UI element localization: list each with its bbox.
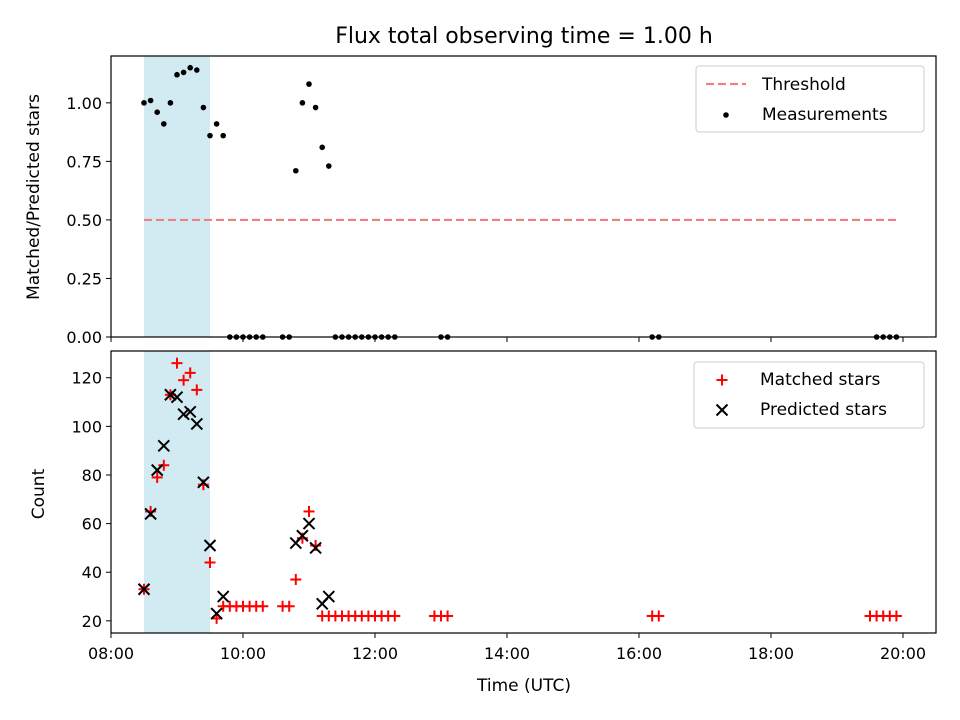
y-tick-label: 0.50 [66, 211, 102, 230]
bottom-plot-area: 20 40 60 80 100 120 08:00 10:00 12:00 14:00 16:00 1… [71, 350, 937, 663]
predicted-star-point [144, 507, 157, 521]
matched-star-point [158, 459, 170, 471]
predicted-star-point [296, 529, 309, 542]
measurement-point [306, 81, 312, 87]
bottom-legend: Matched stars Predicted stars [693, 361, 925, 429]
panel-top: Flux total observing time = 1.00 h Match… [24, 24, 937, 347]
matched-star-point [184, 367, 196, 379]
matched-star-point [890, 610, 902, 622]
y-tick-label: 0.00 [66, 328, 102, 347]
matched-star-point [151, 471, 163, 483]
y-tick-label: 120 [71, 369, 102, 388]
measurement-point [200, 104, 207, 111]
measurement-point [180, 69, 187, 76]
matched-star-point [653, 610, 665, 622]
predicted-star-point [164, 388, 177, 401]
matched-star-point [204, 557, 216, 568]
measurement-point [299, 100, 306, 106]
measurement-point [161, 121, 167, 127]
predicted-star-point [157, 439, 171, 453]
y-tick-label: 1.00 [66, 94, 102, 113]
measurement-point [220, 132, 226, 139]
measurement-point [187, 64, 193, 71]
matched-star-point [171, 357, 183, 369]
matched-star-point [257, 600, 269, 612]
matched-star-point [191, 384, 203, 396]
measurement-point [154, 109, 160, 115]
y-tick-label: 60 [82, 515, 102, 534]
legend-matched-label: Matched stars [760, 370, 880, 390]
predicted-marker-icon [715, 403, 729, 417]
measurement-point [167, 100, 174, 106]
matched-star-point [303, 505, 315, 517]
predicted-star-point [203, 539, 217, 552]
chart-title: Flux total observing time = 1.00 h [335, 24, 713, 49]
x-tick-label: 18:00 [748, 644, 794, 663]
matched-marker-icon [716, 374, 728, 386]
measurement-point [213, 121, 220, 127]
predicted-star-point [309, 541, 322, 555]
observing-window-span [144, 351, 210, 633]
predicted-star-point [216, 590, 230, 603]
predicted-star-point [322, 590, 336, 603]
y-tick-label: 0.75 [66, 152, 102, 171]
predicted-star-point [302, 517, 316, 530]
measurement-point [147, 97, 154, 104]
x-axis-label: Time (UTC) [476, 676, 571, 696]
y-tick-label: 40 [82, 563, 102, 582]
measurement-point [319, 144, 326, 151]
panel-bottom: Count Time (UTC) 20 40 60 80 100 120 08:00 10:0… [29, 350, 937, 696]
legend-measurements-swatch [723, 112, 729, 118]
legend-threshold-label: Threshold [761, 75, 846, 95]
y-tick-label: 80 [82, 466, 102, 485]
measurement-point [312, 104, 319, 111]
top-plot-area: 0.00 0.25 0.50 0.75 1.00 [66, 55, 937, 347]
predicted-star-point [183, 405, 197, 418]
matched-star-point [283, 600, 295, 612]
x-tick-label: 12:00 [352, 644, 398, 663]
measurement-point [194, 67, 200, 73]
measurement-point [293, 167, 299, 174]
bottom-y-axis-label: Count [29, 468, 49, 519]
measurement-point [174, 71, 180, 78]
top-y-axis-label: Matched/Predicted stars [24, 94, 44, 300]
observing-window-span [144, 56, 210, 337]
x-tick-label: 20:00 [880, 644, 926, 663]
x-tick-label: 10:00 [220, 644, 266, 663]
top-legend: Threshold Measurements [695, 65, 925, 133]
matched-star-point [296, 532, 308, 544]
bottom-legend-box [693, 361, 925, 429]
y-tick-label: 100 [71, 417, 102, 436]
matched-star-point [178, 374, 190, 386]
measurement-point [141, 100, 147, 106]
legend-predicted-swatch [715, 403, 729, 417]
legend-predicted-label: Predicted stars [760, 400, 887, 420]
top-legend-box [695, 65, 925, 133]
y-tick-label: 20 [82, 612, 102, 631]
legend-measurements-label: Measurements [762, 105, 888, 125]
measurement-point [326, 163, 332, 169]
predicted-star-point [170, 390, 184, 404]
x-tick-label: 14:00 [484, 644, 530, 663]
predicted-star-point [210, 607, 223, 620]
legend-matched-swatch [716, 374, 728, 386]
measurement-point [207, 132, 213, 139]
x-tick-label: 08:00 [88, 644, 134, 663]
matched-star-point [310, 539, 322, 551]
predicted-star-point [177, 407, 190, 421]
predicted-star-point [197, 476, 210, 489]
bottom-axes-frame [110, 350, 937, 634]
predicted-star-point [150, 463, 164, 477]
y-tick-label: 0.25 [66, 269, 102, 288]
x-tick-label: 16:00 [616, 644, 662, 663]
matched-star-point [442, 610, 454, 622]
matched-star-point [389, 610, 401, 622]
top-axes-frame [110, 55, 937, 338]
predicted-star-point [190, 417, 204, 431]
predicted-star-point [137, 583, 151, 596]
matched-star-point [290, 574, 302, 586]
